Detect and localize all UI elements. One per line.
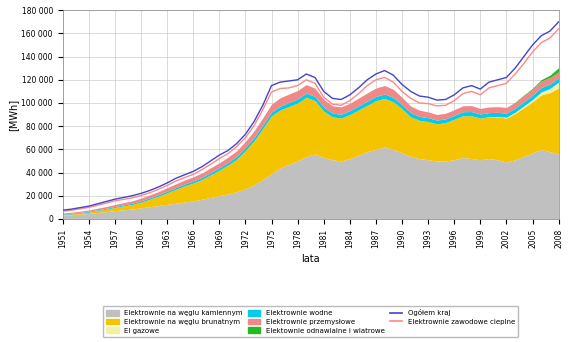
Y-axis label: [MWh]: [MWh] <box>9 98 19 131</box>
Legend: Elektrownie na węglu kamiennym, Elektrownie na węglu brunatnym, El gazowe, Elekt: Elektrownie na węglu kamiennym, Elektrow… <box>103 306 518 337</box>
X-axis label: lata: lata <box>302 253 320 264</box>
